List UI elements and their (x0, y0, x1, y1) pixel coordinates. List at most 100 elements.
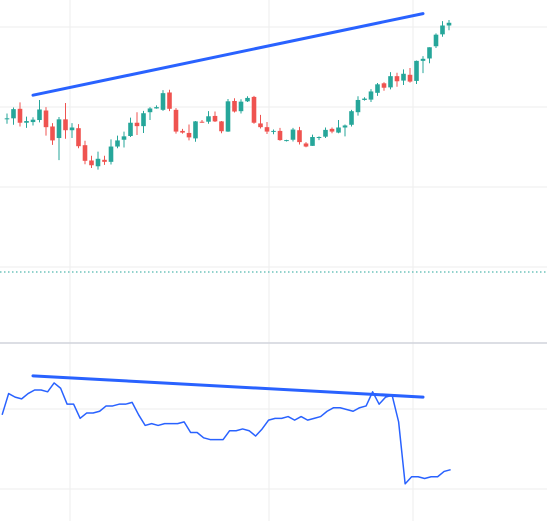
indicator-panel[interactable] (1, 374, 451, 485)
candle-body (89, 160, 94, 166)
candle (108, 139, 114, 165)
candle-body (349, 111, 354, 125)
candle-body (63, 119, 68, 131)
candle (225, 98, 231, 132)
candle-body (316, 137, 322, 139)
candle-body (245, 97, 250, 102)
candle-body (310, 137, 315, 146)
candle-body (95, 158, 101, 167)
candle-body (251, 96, 257, 123)
price-trendline (31, 12, 425, 97)
candle-body (394, 76, 400, 82)
candle (160, 90, 166, 111)
candle (199, 120, 205, 123)
candle (427, 47, 432, 64)
candle-body (381, 83, 387, 88)
candle-body (4, 118, 10, 120)
candle (323, 127, 328, 139)
indicator-trendline (31, 374, 425, 399)
candle (238, 99, 244, 114)
candle (349, 109, 354, 127)
candle (167, 89, 172, 112)
candle-body (440, 25, 445, 35)
candle (290, 127, 296, 142)
candle-body (167, 92, 172, 109)
candle-body (342, 125, 348, 128)
candle-body (284, 140, 289, 142)
candle-body (323, 129, 328, 137)
candle-body (206, 116, 211, 122)
candle (401, 69, 406, 85)
candle (355, 96, 361, 116)
candle-body (17, 108, 23, 123)
candle-body (355, 99, 361, 113)
candle (89, 155, 94, 168)
candles-layer (4, 20, 452, 170)
price-trendline-layer (31, 12, 425, 97)
candle (440, 21, 445, 37)
candle-body (225, 101, 231, 132)
candle-body (108, 146, 114, 162)
candle-body (446, 22, 452, 26)
candle-body (147, 108, 153, 113)
candle-body (56, 119, 62, 139)
candle-body (277, 130, 283, 141)
candle (342, 124, 348, 137)
candle-body (368, 91, 374, 100)
candle (329, 127, 335, 134)
candle-body (388, 76, 393, 88)
candle-body (297, 130, 302, 143)
candle (180, 128, 185, 134)
price-panel[interactable] (0, 12, 547, 273)
candle (4, 113, 10, 124)
indicator-line-layer (1, 382, 451, 485)
indicator-trendline-layer (31, 374, 425, 399)
candle (141, 110, 146, 133)
candle (388, 72, 393, 90)
candle (147, 107, 153, 121)
candle-body (232, 100, 237, 112)
candle (50, 123, 55, 145)
candle-body (362, 98, 367, 100)
candle (232, 98, 237, 113)
candle-body (69, 127, 75, 131)
candle-body (401, 73, 406, 81)
candle-body (199, 121, 205, 123)
candle-body (43, 110, 49, 128)
candle (251, 95, 257, 124)
candle-body (212, 115, 218, 122)
candle-body (128, 122, 133, 136)
candle-body (329, 128, 335, 132)
candle (24, 116, 29, 128)
candle-body (37, 109, 42, 121)
candle-body (121, 136, 127, 140)
candle (30, 117, 36, 126)
candle-body (180, 130, 185, 133)
candle-body (154, 107, 159, 109)
candle (69, 123, 75, 139)
candle (102, 155, 107, 165)
candle-body (290, 129, 296, 140)
candle (154, 105, 159, 109)
candle-body (50, 126, 55, 141)
candle-body (414, 60, 419, 81)
candle (271, 129, 276, 135)
candle-body (76, 128, 81, 147)
candle-body (420, 58, 426, 61)
candle (381, 82, 387, 91)
candle (264, 122, 270, 134)
candle-body (30, 119, 36, 123)
candle (368, 89, 374, 102)
candle (303, 142, 309, 148)
candle-body (82, 145, 88, 161)
candle-body (141, 113, 146, 127)
candle (11, 107, 16, 125)
candle (316, 136, 322, 141)
candle (95, 151, 101, 170)
candle (82, 140, 88, 165)
candle-body (427, 47, 432, 59)
candle-body (375, 84, 380, 93)
